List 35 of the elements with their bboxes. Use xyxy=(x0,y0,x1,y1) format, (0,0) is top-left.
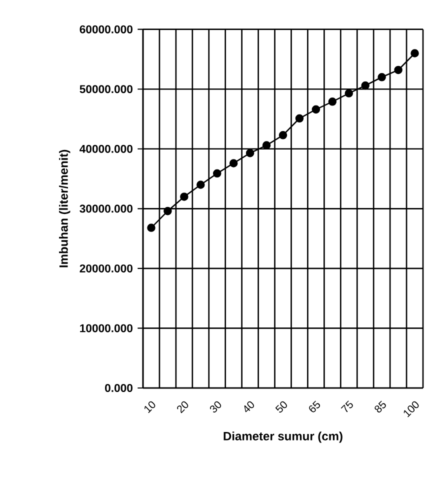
point xyxy=(394,66,402,74)
point xyxy=(180,192,188,201)
x-tick-label: 75 xyxy=(340,400,353,412)
point xyxy=(229,159,238,168)
point xyxy=(147,224,156,232)
point xyxy=(295,114,304,123)
point xyxy=(262,141,271,150)
x-tick-label: 65 xyxy=(309,400,320,412)
x-tick-label: 10 xyxy=(144,401,156,414)
point xyxy=(344,89,354,98)
x-tick-label: 100 xyxy=(404,401,419,418)
x-tick-label: 20 xyxy=(177,401,188,414)
point xyxy=(212,169,222,178)
point xyxy=(246,148,254,158)
point xyxy=(410,49,419,58)
y-tick-label: 30000.000 xyxy=(80,204,132,213)
point xyxy=(196,180,205,189)
point xyxy=(361,81,370,90)
y-tick-label: 40000.000 xyxy=(80,144,132,153)
y-tick-label: 0.000 xyxy=(105,384,132,392)
y-axis-title: Imbuhan (liter/menit) xyxy=(59,150,70,268)
point xyxy=(164,206,172,216)
x-tick-label: 85 xyxy=(374,400,386,413)
y-tick-label: 10000.000 xyxy=(80,324,132,332)
x-tick-label: 30 xyxy=(210,401,222,413)
x-tick-label: 40 xyxy=(244,401,254,412)
point xyxy=(378,73,386,82)
y-tick-label: 60000.000 xyxy=(80,25,132,34)
point xyxy=(328,98,337,106)
point xyxy=(312,105,320,114)
y-tick-label: 20000.000 xyxy=(80,264,132,272)
x-tick-label: 50 xyxy=(275,401,287,413)
point xyxy=(278,131,288,140)
x-axis-title: Diameter sumur (cm) xyxy=(224,432,342,443)
y-tick-label: 50000.000 xyxy=(80,85,132,94)
